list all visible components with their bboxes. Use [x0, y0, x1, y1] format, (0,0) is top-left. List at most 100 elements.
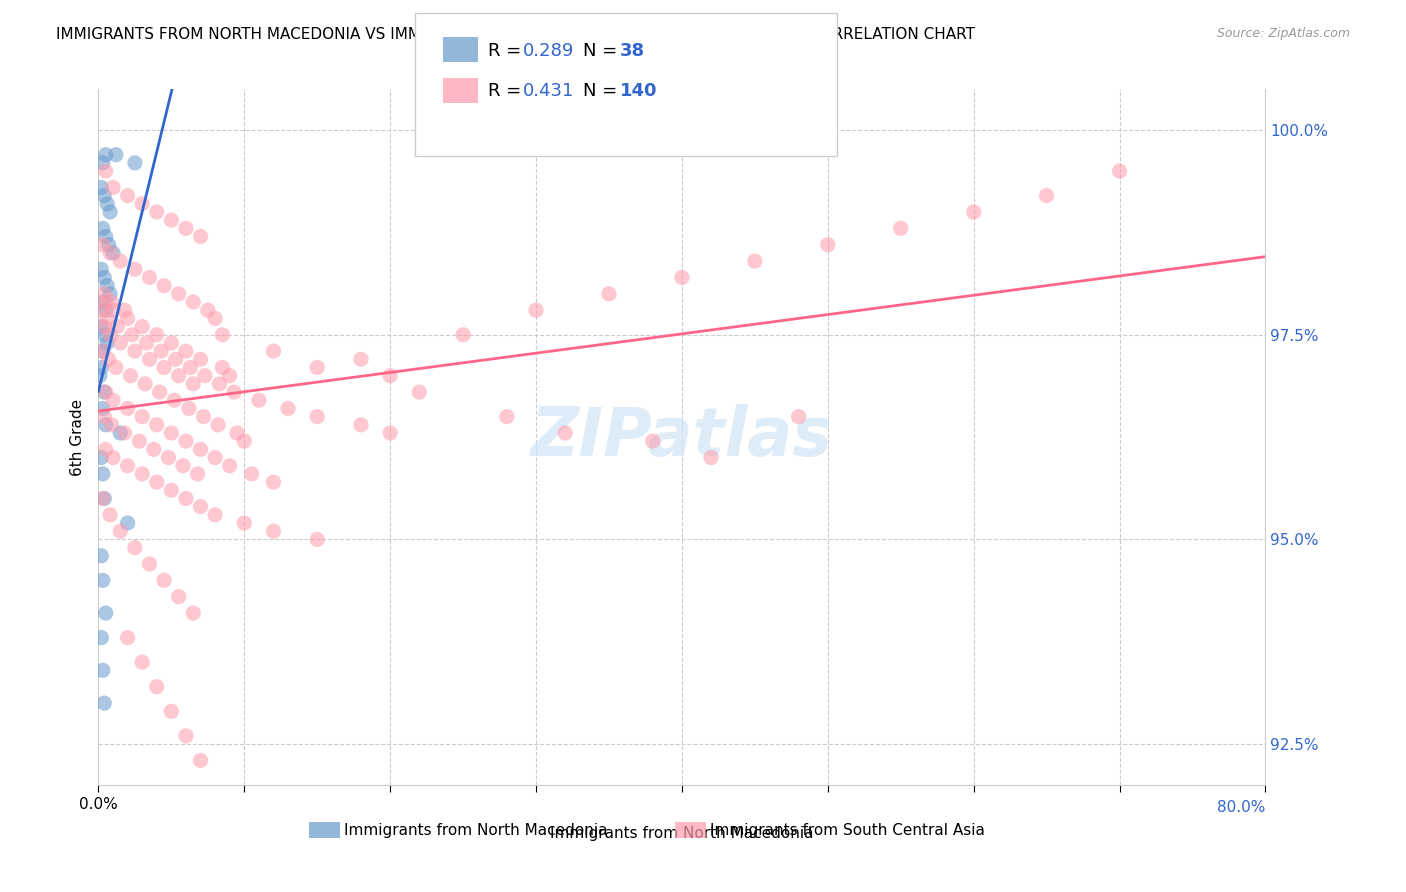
Immigrants from South Central Asia: [174, 221, 197, 235]
Immigrants from South Central Asia: [197, 303, 219, 318]
Immigrants from South Central Asia: [277, 401, 299, 416]
Text: Immigrants from North Macedonia: Immigrants from North Macedonia: [344, 823, 607, 838]
Immigrants from South Central Asia: [218, 458, 240, 473]
Text: ZIPatlas: ZIPatlas: [531, 404, 832, 470]
Immigrants from South Central Asia: [110, 335, 132, 350]
Immigrants from South Central Asia: [97, 352, 120, 367]
Immigrants from South Central Asia: [121, 327, 143, 342]
Immigrants from North Macedonia: [96, 196, 118, 211]
Immigrants from South Central Asia: [524, 303, 547, 318]
Immigrants from North Macedonia: [93, 270, 115, 285]
Immigrants from South Central Asia: [240, 467, 263, 481]
Immigrants from South Central Asia: [98, 246, 121, 260]
Immigrants from South Central Asia: [100, 295, 122, 310]
Text: N =: N =: [583, 42, 623, 60]
Immigrants from South Central Asia: [817, 237, 839, 252]
Immigrants from South Central Asia: [146, 327, 169, 342]
Immigrants from South Central Asia: [131, 655, 153, 669]
Immigrants from South Central Asia: [150, 344, 173, 359]
Text: 0.431: 0.431: [523, 82, 575, 100]
Immigrants from South Central Asia: [222, 385, 245, 400]
Immigrants from North Macedonia: [98, 205, 121, 219]
Immigrants from North Macedonia: [91, 295, 114, 310]
Immigrants from South Central Asia: [131, 467, 153, 481]
Immigrants from South Central Asia: [181, 295, 204, 310]
Immigrants from South Central Asia: [157, 450, 180, 465]
Text: R =: R =: [488, 82, 527, 100]
Immigrants from South Central Asia: [101, 303, 124, 318]
Immigrants from North Macedonia: [90, 262, 112, 277]
Immigrants from South Central Asia: [208, 376, 231, 391]
Immigrants from North Macedonia: [89, 368, 111, 383]
Immigrants from South Central Asia: [160, 425, 183, 440]
Immigrants from South Central Asia: [167, 590, 190, 604]
Immigrants from South Central Asia: [380, 425, 402, 440]
Immigrants from North Macedonia: [110, 425, 132, 440]
Immigrants from South Central Asia: [211, 327, 233, 342]
Immigrants from South Central Asia: [307, 409, 329, 424]
Text: 0.289: 0.289: [523, 42, 575, 60]
Immigrants from South Central Asia: [190, 352, 212, 367]
Immigrants from South Central Asia: [233, 434, 256, 449]
Immigrants from South Central Asia: [181, 606, 204, 620]
Immigrants from South Central Asia: [671, 270, 693, 285]
Immigrants from South Central Asia: [174, 729, 197, 743]
Immigrants from South Central Asia: [496, 409, 519, 424]
Immigrants from South Central Asia: [226, 425, 249, 440]
Immigrants from North Macedonia: [94, 303, 117, 318]
Text: N =: N =: [583, 82, 623, 100]
Text: R =: R =: [488, 42, 527, 60]
Immigrants from South Central Asia: [91, 344, 114, 359]
Immigrants from South Central Asia: [124, 344, 146, 359]
Immigrants from South Central Asia: [744, 254, 766, 268]
Immigrants from South Central Asia: [98, 508, 121, 522]
Immigrants from South Central Asia: [94, 442, 117, 457]
Immigrants from South Central Asia: [153, 574, 176, 588]
Immigrants from North Macedonia: [94, 229, 117, 244]
Immigrants from North Macedonia: [90, 180, 112, 194]
Immigrants from South Central Asia: [91, 237, 114, 252]
Immigrants from South Central Asia: [96, 311, 118, 326]
Immigrants from South Central Asia: [138, 557, 160, 571]
Immigrants from South Central Asia: [134, 376, 156, 391]
Immigrants from North Macedonia: [90, 360, 112, 375]
Immigrants from South Central Asia: [94, 295, 117, 310]
Text: Source: ZipAtlas.com: Source: ZipAtlas.com: [1216, 27, 1350, 40]
Immigrants from South Central Asia: [101, 450, 124, 465]
Immigrants from South Central Asia: [193, 409, 215, 424]
Immigrants from South Central Asia: [93, 409, 115, 424]
Immigrants from North Macedonia: [104, 147, 127, 161]
Text: 38: 38: [620, 42, 645, 60]
Immigrants from South Central Asia: [146, 475, 169, 489]
Immigrants from South Central Asia: [204, 450, 226, 465]
Immigrants from North Macedonia: [93, 696, 115, 710]
Immigrants from South Central Asia: [146, 417, 169, 432]
Immigrants from South Central Asia: [110, 254, 132, 268]
Immigrants from South Central Asia: [146, 205, 169, 219]
Immigrants from South Central Asia: [117, 458, 139, 473]
Immigrants from South Central Asia: [117, 401, 139, 416]
Immigrants from South Central Asia: [787, 409, 810, 424]
Immigrants from South Central Asia: [98, 327, 121, 342]
Immigrants from South Central Asia: [153, 278, 176, 293]
Immigrants from South Central Asia: [93, 286, 115, 301]
Immigrants from South Central Asia: [380, 368, 402, 383]
Immigrants from South Central Asia: [190, 753, 212, 767]
Immigrants from North Macedonia: [93, 385, 115, 400]
Immigrants from South Central Asia: [174, 491, 197, 506]
Immigrants from South Central Asia: [350, 417, 373, 432]
Immigrants from South Central Asia: [218, 368, 240, 383]
Immigrants from South Central Asia: [94, 164, 117, 178]
Immigrants from South Central Asia: [135, 335, 157, 350]
Immigrants from South Central Asia: [91, 491, 114, 506]
Immigrants from South Central Asia: [641, 434, 664, 449]
Immigrants from South Central Asia: [165, 352, 187, 367]
Immigrants from North Macedonia: [90, 319, 112, 334]
Immigrants from South Central Asia: [451, 327, 474, 342]
Immigrants from South Central Asia: [190, 229, 212, 244]
Immigrants from South Central Asia: [307, 360, 329, 375]
Immigrants from North Macedonia: [91, 401, 114, 416]
Immigrants from South Central Asia: [598, 286, 620, 301]
Immigrants from South Central Asia: [101, 180, 124, 194]
Immigrants from South Central Asia: [700, 450, 723, 465]
